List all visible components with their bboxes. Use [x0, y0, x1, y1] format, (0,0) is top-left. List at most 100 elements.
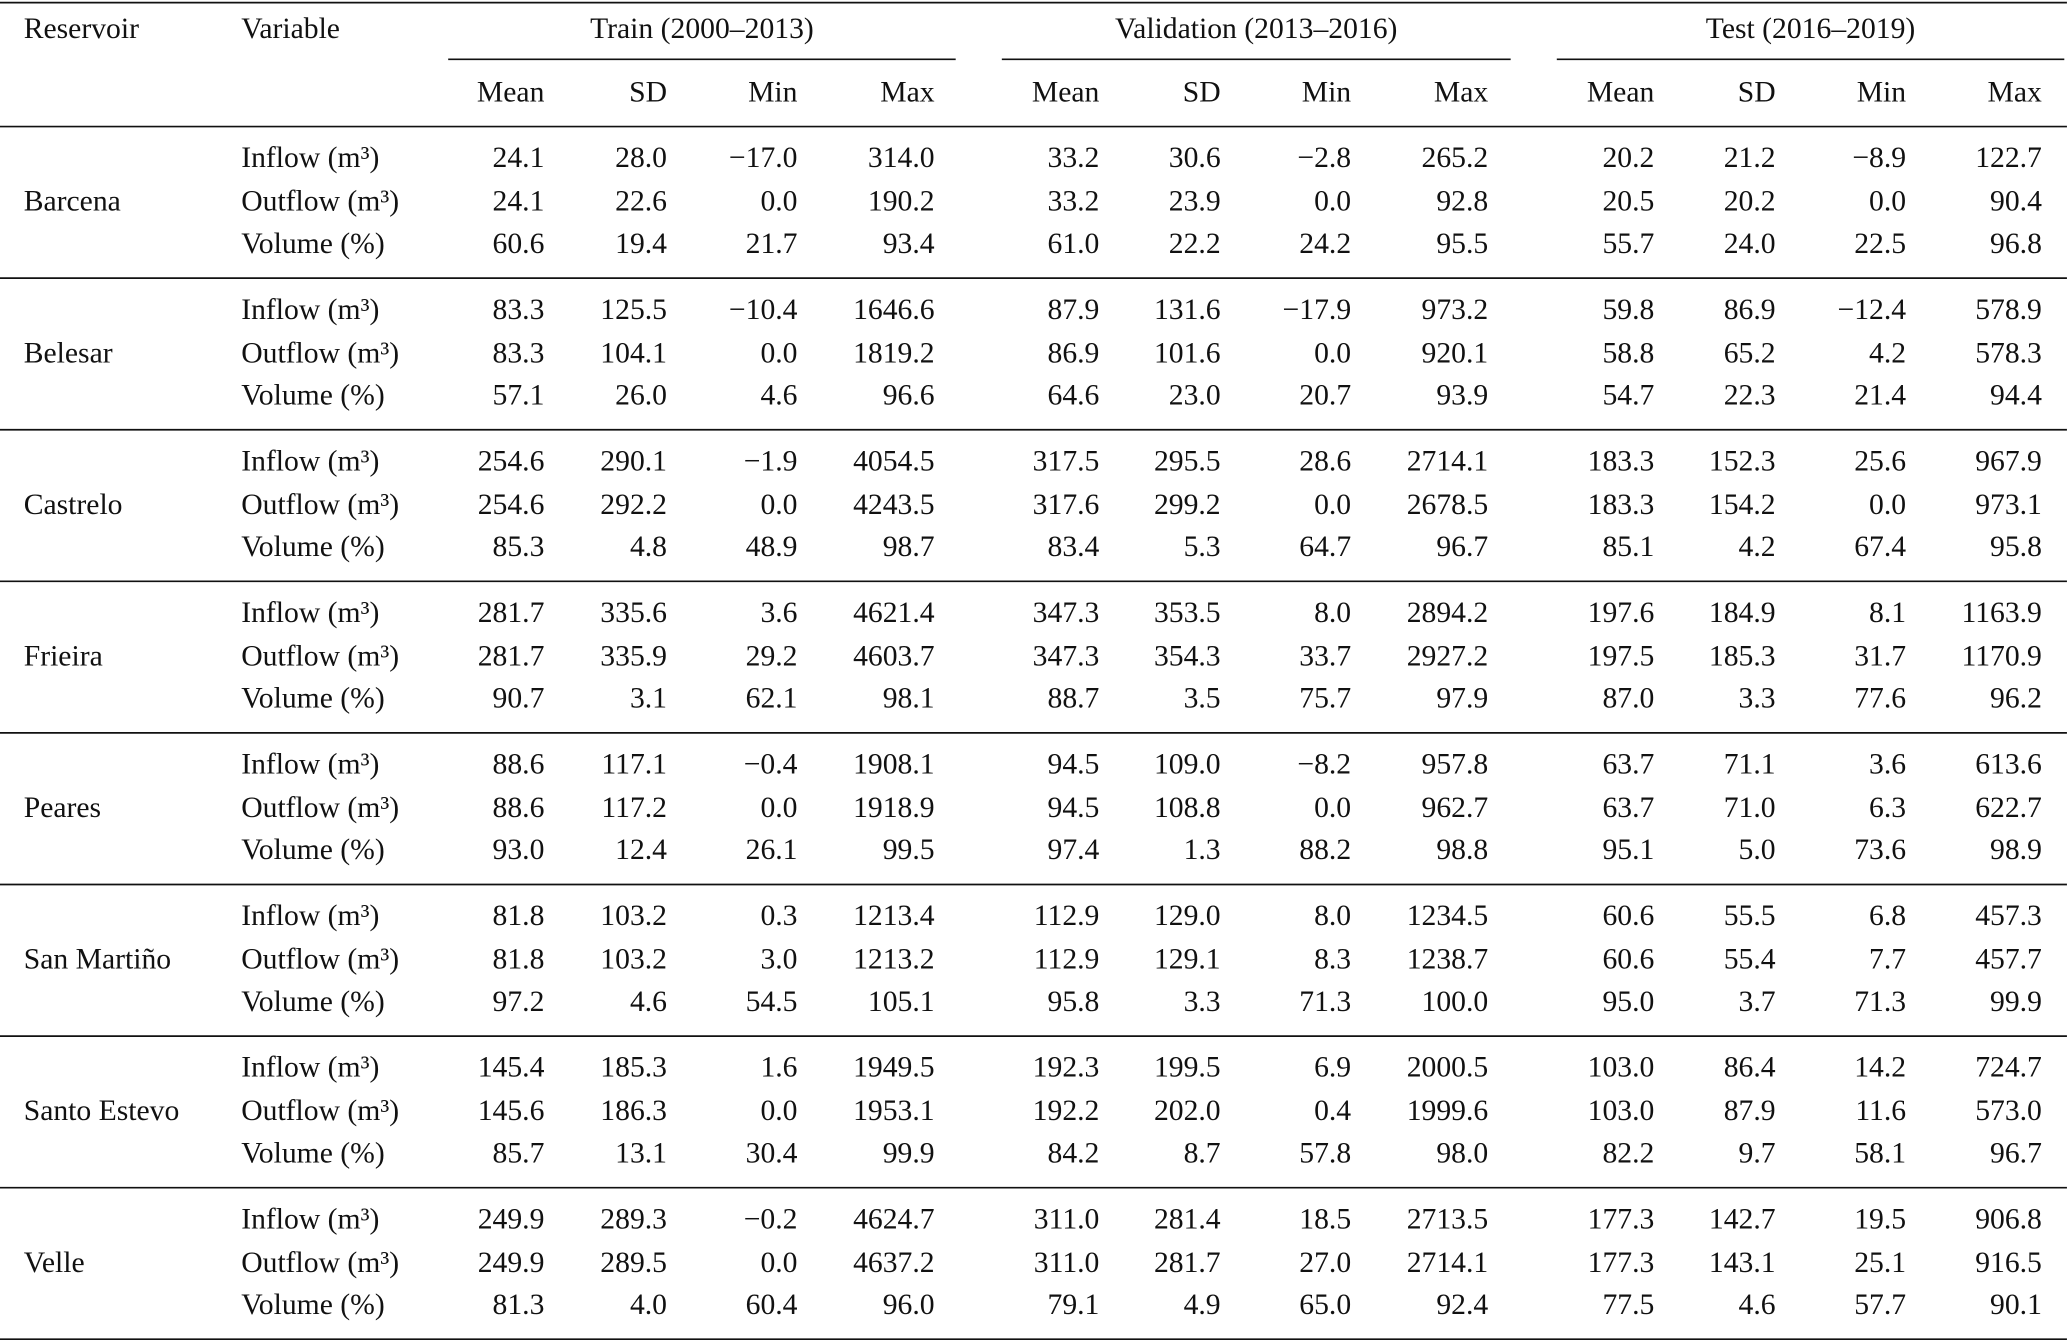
variable-name: Inflow (m³)	[241, 445, 379, 477]
cell-value: 81.8	[493, 944, 545, 976]
cell-value: 20.2	[1724, 186, 1776, 218]
cell-value: 109.0	[1154, 749, 1221, 781]
variable-name: Inflow (m³)	[241, 749, 379, 781]
cell-value: 96.0	[883, 1289, 935, 1321]
cell-value: 96.6	[883, 379, 935, 411]
cell-value: 27.0	[1299, 1247, 1351, 1279]
cell-value: 60.6	[1602, 900, 1654, 932]
cell-value: 112.9	[1034, 944, 1100, 976]
cell-value: 98.1	[883, 683, 935, 715]
cell-value: −17.0	[729, 142, 798, 174]
cell-value: 4621.4	[853, 597, 935, 629]
cell-value: 95.8	[1048, 986, 1100, 1018]
variable-name: Inflow (m³)	[241, 597, 379, 629]
cell-value: 84.2	[1048, 1137, 1100, 1169]
cell-value: 22.5	[1854, 228, 1906, 260]
cell-value: 90.7	[493, 683, 545, 715]
cell-value: 295.5	[1154, 445, 1221, 477]
cell-value: 1646.6	[853, 294, 935, 326]
cell-value: 4603.7	[853, 640, 935, 672]
cell-value: 1953.1	[853, 1095, 935, 1127]
cell-value: 8.7	[1184, 1137, 1221, 1169]
column-header: Max	[1434, 76, 1489, 108]
cell-value: 93.4	[883, 228, 935, 260]
cell-value: 2713.5	[1407, 1203, 1489, 1235]
cell-value: 92.8	[1436, 186, 1488, 218]
cell-value: 87.9	[1048, 294, 1100, 326]
cell-value: 578.3	[1975, 337, 2042, 369]
cell-value: 0.0	[1314, 186, 1351, 218]
cell-value: 23.0	[1169, 379, 1221, 411]
reservoir-name: Belesar	[24, 337, 113, 369]
column-header: Mean	[1032, 76, 1100, 108]
cell-value: 962.7	[1422, 792, 1489, 824]
cell-value: 21.7	[746, 228, 798, 260]
column-header: Mean	[1587, 76, 1655, 108]
cell-value: 183.3	[1588, 445, 1655, 477]
cell-value: 98.8	[1436, 834, 1488, 866]
cell-value: 88.6	[493, 749, 545, 781]
cell-value: 103.0	[1588, 1052, 1655, 1084]
cell-value: 20.7	[1299, 379, 1351, 411]
variable-name: Volume (%)	[241, 531, 385, 563]
cell-value: 87.9	[1724, 1095, 1776, 1127]
cell-value: 317.5	[1033, 445, 1100, 477]
cell-value: 24.1	[493, 186, 545, 218]
cell-value: 60.6	[493, 228, 545, 260]
cell-value: 142.7	[1709, 1203, 1776, 1235]
cell-value: 94.5	[1048, 749, 1100, 781]
cell-value: 30.4	[746, 1137, 798, 1169]
cell-value: 0.0	[760, 186, 797, 218]
cell-value: 88.2	[1299, 834, 1351, 866]
cell-value: 83.3	[493, 337, 545, 369]
cell-value: 63.7	[1602, 792, 1654, 824]
column-header: SD	[1183, 76, 1221, 108]
cell-value: 108.8	[1154, 792, 1221, 824]
cell-value: 64.7	[1299, 531, 1351, 563]
cell-value: 4.6	[630, 986, 667, 1018]
cell-value: 122.7	[1975, 142, 2042, 174]
cell-value: 83.3	[493, 294, 545, 326]
cell-value: −8.2	[1297, 749, 1351, 781]
column-header: Min	[1302, 76, 1352, 108]
cell-value: 4054.5	[853, 445, 935, 477]
cell-value: 457.7	[1975, 944, 2042, 976]
group-header: Train (2000–2013)	[590, 13, 814, 45]
cell-value: 2714.1	[1407, 445, 1489, 477]
cell-value: 71.1	[1724, 749, 1776, 781]
cell-value: 96.7	[1436, 531, 1488, 563]
cell-value: 63.7	[1602, 749, 1654, 781]
cell-value: 190.2	[868, 186, 935, 218]
cell-value: 4624.7	[853, 1203, 935, 1235]
cell-value: 249.9	[478, 1203, 545, 1235]
cell-value: 93.0	[493, 834, 545, 866]
reservoir-name: Santo Estevo	[24, 1095, 180, 1127]
cell-value: 3.0	[760, 944, 797, 976]
variable-name: Outflow (m³)	[241, 944, 399, 976]
cell-value: 254.6	[478, 445, 545, 477]
cell-value: 6.8	[1869, 900, 1906, 932]
cell-value: 129.1	[1154, 944, 1221, 976]
cell-value: 145.4	[478, 1052, 545, 1084]
variable-name: Outflow (m³)	[241, 337, 399, 369]
cell-value: 94.4	[1990, 379, 2042, 411]
cell-value: 99.5	[883, 834, 935, 866]
cell-value: 55.7	[1602, 228, 1654, 260]
cell-value: 112.9	[1034, 900, 1100, 932]
cell-value: 578.9	[1975, 294, 2042, 326]
cell-value: 22.6	[615, 186, 667, 218]
cell-value: 93.9	[1436, 379, 1488, 411]
cell-value: 197.5	[1588, 640, 1655, 672]
cell-value: 125.5	[600, 294, 667, 326]
cell-value: 86.9	[1724, 294, 1776, 326]
cell-value: 3.3	[1739, 683, 1776, 715]
cell-value: 100.0	[1422, 986, 1489, 1018]
cell-value: 7.7	[1869, 944, 1906, 976]
cell-value: 18.5	[1299, 1203, 1351, 1235]
cell-value: 0.0	[1314, 792, 1351, 824]
cell-value: 1999.6	[1407, 1095, 1489, 1127]
variable-name: Volume (%)	[241, 1137, 385, 1169]
cell-value: 25.6	[1854, 445, 1906, 477]
cell-value: 54.5	[746, 986, 798, 1018]
column-header: Min	[748, 76, 798, 108]
